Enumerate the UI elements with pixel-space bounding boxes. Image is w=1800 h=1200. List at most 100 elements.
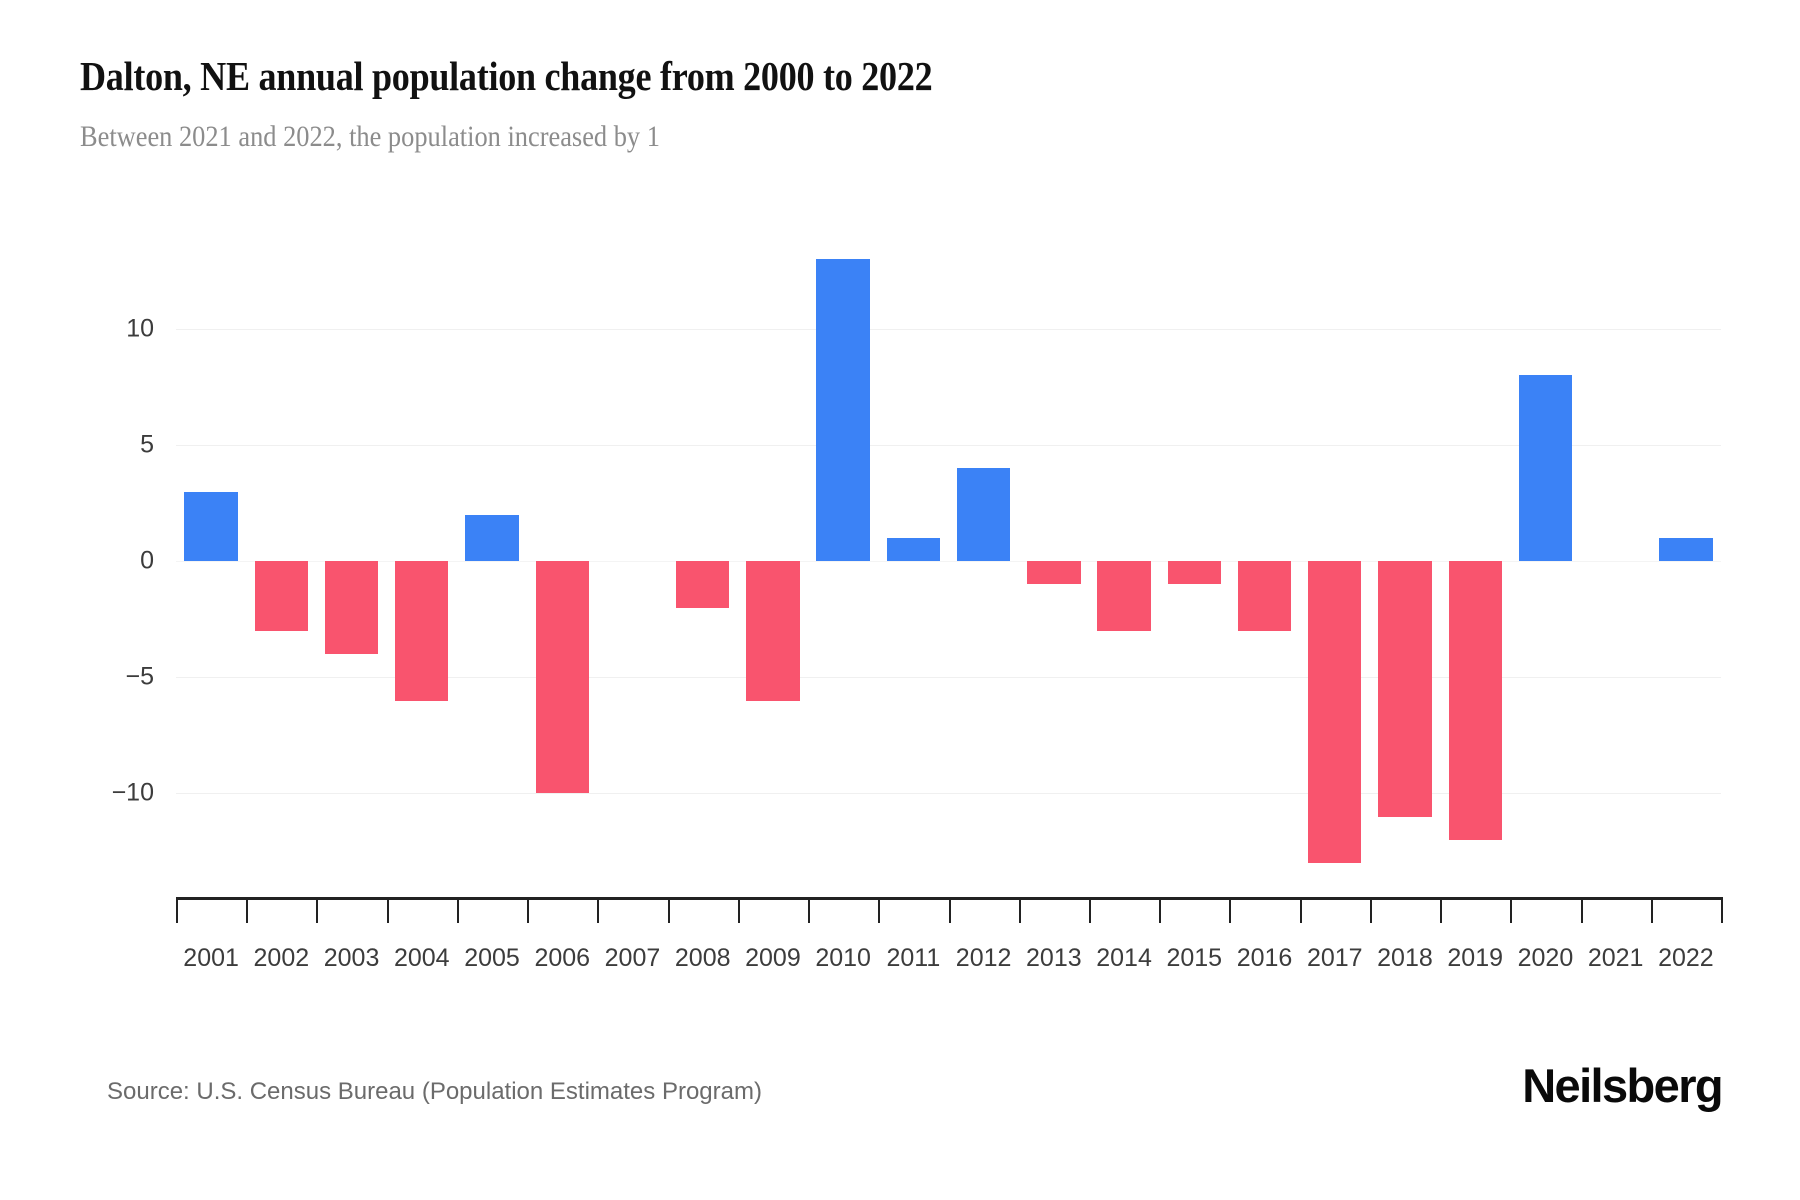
bar-slot — [949, 236, 1019, 898]
x-tick-mark — [246, 897, 249, 923]
x-tick-mark — [386, 897, 389, 923]
bar-2006[interactable] — [535, 561, 589, 794]
bar-slot — [597, 236, 667, 898]
x-tick-label-2011: 2011 — [886, 944, 941, 972]
gridline--10 — [176, 793, 1721, 795]
bar-slot — [1510, 236, 1580, 898]
x-tick-mark — [1580, 897, 1583, 923]
bar-slot — [1300, 236, 1370, 898]
bar-2010[interactable] — [816, 259, 870, 562]
y-tick-label: 10 — [126, 314, 154, 343]
x-tick-mark — [1299, 897, 1302, 923]
x-tick-mark — [1018, 897, 1021, 923]
x-axis-labels: 2001 2002 2003 2004 2005 2006 2007 2008 2009 2010… — [176, 944, 1721, 984]
x-tick-label-2004: 2004 — [393, 944, 450, 972]
x-tick-mark — [1088, 897, 1091, 923]
bar-slot — [1229, 236, 1299, 898]
x-tick-mark — [597, 897, 600, 923]
bar-2008[interactable] — [676, 561, 730, 608]
bar-2013[interactable] — [1027, 561, 1081, 585]
y-tick-label: −10 — [111, 778, 154, 807]
bar-slot — [1651, 236, 1721, 898]
gridline--5 — [176, 677, 1721, 679]
bar-slot — [1440, 236, 1510, 898]
bar-2011[interactable] — [886, 537, 941, 562]
bar-slot — [527, 236, 597, 898]
bar-slot — [387, 236, 457, 898]
x-tick-label-2017: 2017 — [1306, 944, 1363, 972]
bar-slot — [1089, 236, 1159, 898]
bar-2005[interactable] — [465, 514, 519, 562]
bar-slot — [246, 236, 316, 898]
x-tick-label-2013: 2013 — [1026, 944, 1082, 972]
x-tick-label-2019: 2019 — [1447, 944, 1504, 972]
bar-2003[interactable] — [324, 561, 379, 655]
x-tick-mark — [1721, 897, 1723, 923]
bar-slot — [176, 236, 246, 898]
bar-2020[interactable] — [1518, 375, 1573, 562]
gridline-5 — [176, 445, 1721, 447]
bar-slot — [1019, 236, 1089, 898]
x-tick-mark — [1440, 897, 1443, 923]
x-tick-label-2020: 2020 — [1517, 944, 1574, 972]
x-tick-mark — [1159, 897, 1162, 923]
x-tick-mark — [1510, 897, 1513, 923]
gridline-10 — [176, 328, 1721, 330]
x-tick-mark — [808, 897, 811, 923]
x-tick-mark — [527, 897, 530, 923]
x-tick-label-2003: 2003 — [323, 944, 380, 972]
x-tick-label-2016: 2016 — [1236, 944, 1293, 972]
x-axis-ticks — [176, 897, 1723, 923]
bar-slot — [1581, 236, 1651, 898]
bar-slot — [738, 236, 808, 898]
y-tick-label: −5 — [125, 662, 154, 691]
bar-2012[interactable] — [956, 468, 1011, 562]
bars-layer — [176, 236, 1721, 898]
bar-2004[interactable] — [395, 561, 449, 701]
y-tick-label: 0 — [140, 546, 154, 575]
page-title: Dalton, NE annual population change from… — [80, 53, 933, 99]
plot-area: 10 5 0 −5 −10 — [112, 236, 1721, 898]
bar-2017[interactable] — [1308, 561, 1362, 864]
bar-slot — [457, 236, 527, 898]
bar-2009[interactable] — [746, 561, 800, 701]
bar-2018[interactable] — [1378, 561, 1432, 817]
bar-slot — [878, 236, 948, 898]
y-tick-label: 5 — [140, 430, 154, 459]
x-tick-label-2008: 2008 — [674, 944, 731, 972]
brand-logo: Neilsberg — [1522, 1059, 1723, 1112]
source-note: Source: U.S. Census Bureau (Population E… — [107, 1078, 762, 1105]
x-tick-label-2005: 2005 — [464, 944, 520, 972]
x-tick-label-2022: 2022 — [1658, 944, 1714, 972]
x-tick-label-2018: 2018 — [1377, 944, 1433, 972]
bar-slot — [1370, 236, 1440, 898]
bar-2016[interactable] — [1237, 561, 1292, 631]
bar-2001[interactable] — [184, 491, 238, 562]
x-tick-mark — [176, 897, 178, 923]
x-tick-label-2021: 2021 — [1587, 944, 1644, 972]
bar-2002[interactable] — [254, 561, 308, 631]
gridline-0 — [176, 561, 1721, 563]
x-tick-mark — [1229, 897, 1232, 923]
bar-2015[interactable] — [1167, 561, 1221, 585]
x-tick-mark — [948, 897, 951, 923]
bar-slot — [1159, 236, 1229, 898]
x-tick-label-2006: 2006 — [534, 944, 591, 972]
x-tick-label-2012: 2012 — [955, 944, 1012, 972]
x-tick-mark — [1369, 897, 1372, 923]
x-tick-mark — [456, 897, 459, 923]
bar-slot — [668, 236, 738, 898]
x-tick-label-2010: 2010 — [815, 944, 871, 972]
bar-2022[interactable] — [1659, 537, 1713, 562]
bar-2014[interactable] — [1097, 561, 1151, 631]
bar-2019[interactable] — [1448, 561, 1502, 840]
x-tick-label-2014: 2014 — [1096, 944, 1152, 972]
x-tick-mark — [667, 897, 670, 923]
x-tick-mark — [737, 897, 740, 923]
x-tick-mark — [1650, 897, 1653, 923]
x-tick-mark — [316, 897, 319, 923]
bar-slot — [808, 236, 878, 898]
x-tick-label-2002: 2002 — [253, 944, 310, 972]
chart-subtitle: Between 2021 and 2022, the population in… — [80, 120, 660, 153]
